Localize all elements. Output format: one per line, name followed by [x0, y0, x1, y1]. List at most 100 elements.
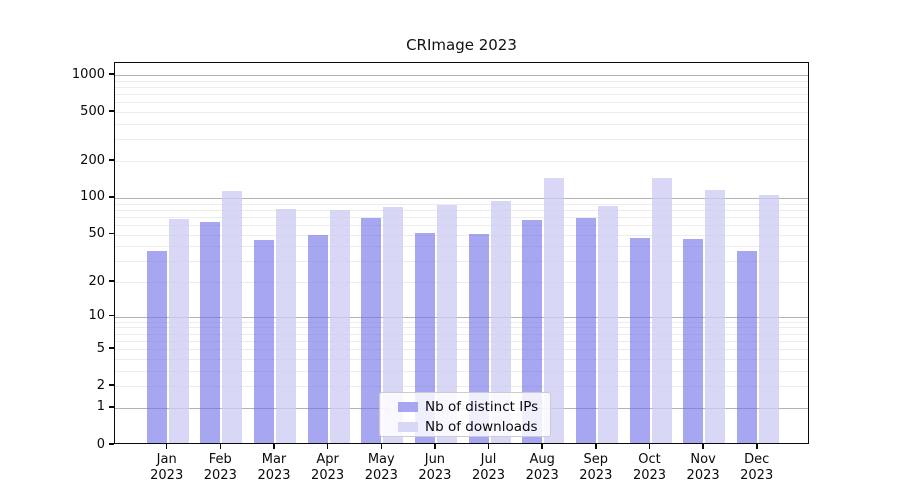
x-tick-month: Mar: [261, 452, 287, 467]
gridline-minor: [115, 80, 808, 82]
gridline-major: [115, 316, 808, 318]
x-tick-year: 2023: [364, 468, 398, 483]
bar-downloads-aug: [544, 178, 565, 443]
gridline-minor: [115, 261, 808, 263]
bar-ips-feb: [200, 222, 221, 443]
x-tick-label: Mar 2023: [242, 452, 306, 484]
x-tick: [273, 444, 275, 449]
gridline-minor: [115, 234, 808, 236]
gridline-minor: [115, 112, 808, 114]
legend-swatch-downloads: [398, 421, 418, 432]
x-tick: [595, 444, 597, 449]
y-tick: [109, 280, 114, 282]
bar-ips-mar: [254, 240, 274, 443]
y-tick: [109, 347, 114, 349]
x-tick-label: Jan 2023: [135, 452, 199, 484]
gridline-minor: [115, 327, 808, 329]
x-tick-year: 2023: [418, 468, 452, 483]
x-tick-month: Aug: [529, 452, 555, 467]
y-tick: [109, 110, 114, 112]
y-tick-label: 2: [96, 377, 105, 393]
y-tick: [109, 314, 114, 317]
x-tick-year: 2023: [257, 468, 291, 483]
x-tick: [434, 444, 436, 449]
y-tick: [109, 159, 114, 161]
gridline-minor: [115, 161, 808, 162]
gridline-minor: [115, 203, 808, 205]
x-tick-label: Oct 2023: [618, 452, 682, 484]
bar-ips-dec: [736, 251, 757, 443]
y-tick: [109, 196, 114, 198]
bar-downloads-jan: [168, 218, 189, 443]
x-tick: [219, 444, 222, 449]
x-tick-label: Aug 2023: [510, 452, 574, 484]
gridline-minor: [115, 386, 808, 388]
legend-item-downloads: Nb of downloads: [380, 418, 550, 435]
y-tick: [109, 406, 114, 408]
gridline-minor: [115, 321, 808, 323]
x-tick-year: 2023: [632, 468, 667, 483]
x-tick-month: Jan: [156, 452, 177, 467]
x-tick-year: 2023: [150, 468, 184, 483]
x-tick: [487, 444, 490, 449]
y-tick-label: 50: [88, 226, 105, 241]
x-tick-month: Oct: [638, 452, 661, 467]
legend-swatch-ips: [398, 401, 418, 412]
x-tick: [326, 444, 329, 449]
gridline-minor: [115, 370, 808, 372]
x-tick-label: Jul 2023: [457, 452, 521, 484]
x-tick-label: Nov 2023: [671, 452, 735, 484]
x-tick-month: Apr: [316, 452, 339, 467]
y-tick-label: 5: [96, 340, 105, 356]
x-tick: [756, 444, 758, 449]
y-tick-label: 1: [96, 399, 105, 415]
x-tick: [702, 444, 704, 449]
legend-label-ips: Nb of distinct IPs: [425, 398, 539, 415]
gridline-minor: [115, 124, 808, 125]
gridline-minor: [115, 94, 808, 96]
legend-label-downloads: Nb of downloads: [425, 418, 538, 435]
x-tick-year: 2023: [203, 468, 237, 483]
x-tick-month: Jun: [424, 452, 446, 467]
x-tick-month: Dec: [744, 452, 770, 467]
bar-ips-sep: [575, 217, 596, 443]
gridline-minor: [115, 224, 808, 226]
x-tick-month: Jul: [480, 452, 497, 467]
x-tick-label: Sep 2023: [564, 452, 628, 484]
y-tick-label: 0: [96, 436, 105, 452]
x-tick-month: Nov: [690, 452, 716, 467]
y-tick: [109, 73, 114, 75]
x-tick-month: Sep: [583, 452, 609, 467]
bar-downloads-may: [383, 207, 404, 443]
bar-ips-aug: [522, 219, 543, 443]
y-tick-label: 10: [88, 308, 105, 324]
bar-downloads-apr: [329, 210, 350, 443]
legend-item-ips: Nb of distinct IPs: [380, 398, 550, 415]
x-tick-label: Jun 2023: [403, 452, 467, 484]
bar-ips-nov: [683, 239, 704, 443]
bar-downloads-mar: [276, 209, 296, 443]
bar-downloads-jul: [490, 200, 511, 443]
bar-ips-jan: [146, 251, 167, 443]
bar-downloads-dec: [758, 195, 779, 443]
gridline-minor: [115, 333, 808, 335]
gridline-minor: [115, 349, 808, 351]
x-tick: [541, 444, 543, 449]
x-tick-label: Apr 2023: [296, 452, 360, 484]
bar-downloads-jun: [436, 204, 457, 443]
x-tick-year: 2023: [579, 468, 613, 483]
chart-title: CRImage 2023: [406, 36, 517, 54]
x-tick-year: 2023: [686, 468, 720, 483]
gridline-minor: [115, 102, 808, 104]
bar-downloads-feb: [222, 191, 243, 443]
x-tick-year: 2023: [311, 468, 345, 483]
gridline-major: [115, 197, 808, 199]
y-tick-label: 100: [80, 189, 105, 205]
y-tick: [109, 443, 114, 445]
x-tick-year: 2023: [525, 468, 559, 483]
x-tick: [648, 444, 651, 449]
bar-downloads-sep: [597, 206, 618, 443]
bar-ips-jun: [414, 232, 435, 443]
y-tick-label: 200: [80, 152, 105, 168]
